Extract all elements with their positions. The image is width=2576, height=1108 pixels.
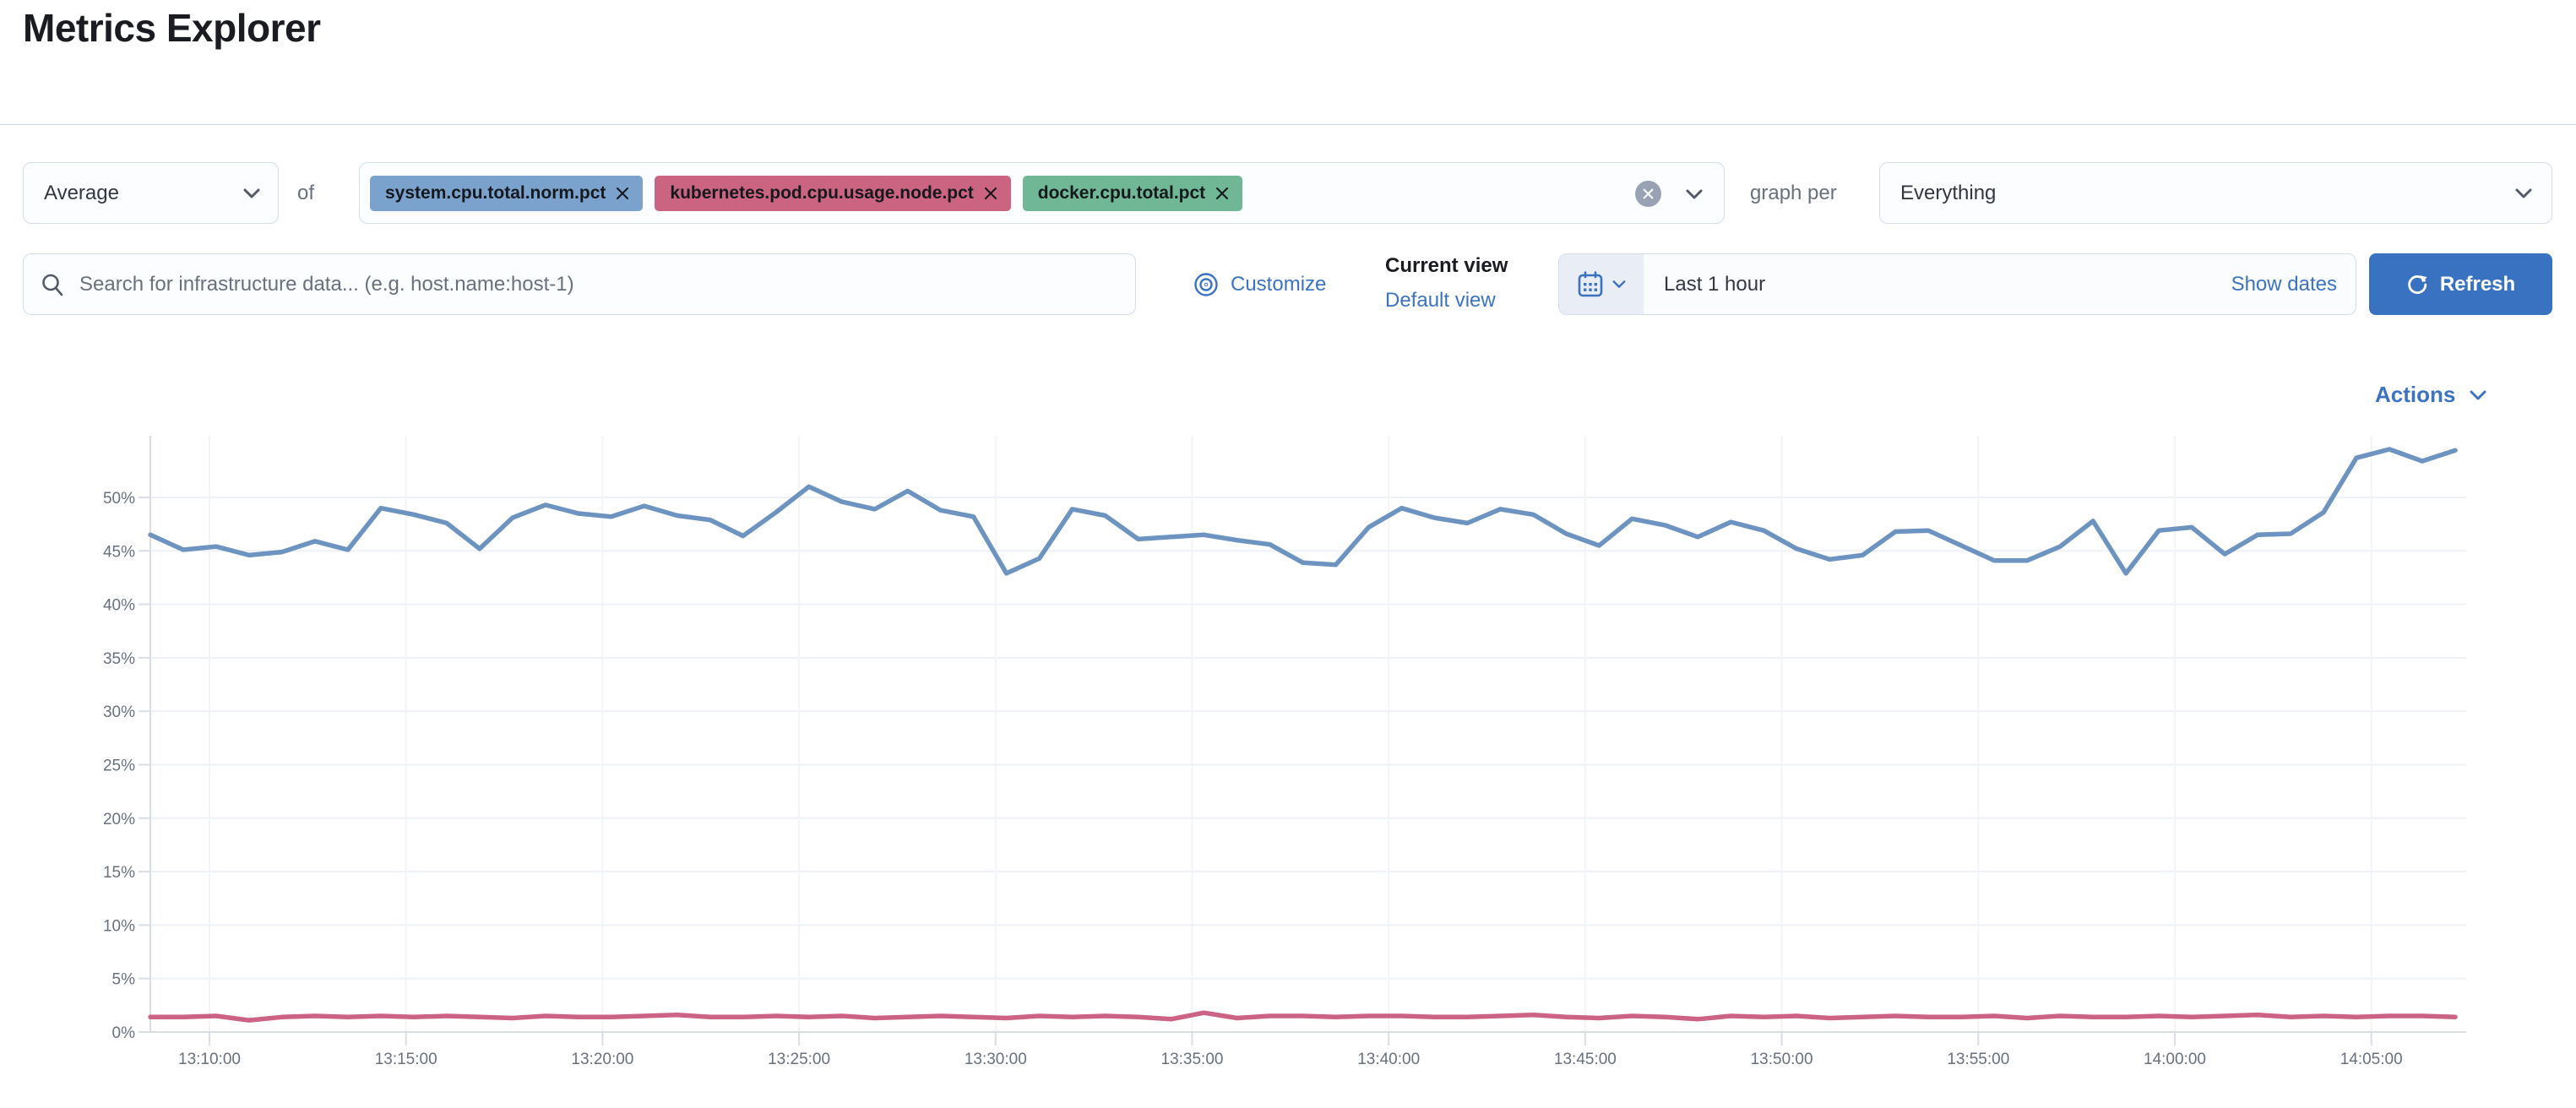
y-axis-tick-label: 5% [112, 971, 136, 989]
metric-pill-docker-cpu[interactable]: docker.cpu.total.pct [1022, 175, 1243, 211]
metric-pill-label: docker.cpu.total.pct [1037, 182, 1206, 203]
metric-pill-kubernetes-pod-cpu[interactable]: kubernetes.pod.cpu.usage.node.pct [655, 175, 1011, 211]
chevron-down-icon [1612, 280, 1626, 288]
search-input[interactable] [79, 272, 1118, 296]
date-picker[interactable]: Last 1 hour Show dates [1558, 253, 2356, 315]
actions-label: Actions [2375, 382, 2456, 407]
default-view-link[interactable]: Default view [1385, 289, 1496, 312]
remove-icon[interactable] [616, 187, 629, 200]
refresh-label: Refresh [2439, 272, 2516, 296]
x-axis-tick-label: 13:35:00 [1161, 1051, 1224, 1068]
group-by-value: Everything [1900, 181, 1997, 204]
group-by-select[interactable]: Everything [1879, 162, 2552, 224]
y-axis-tick-label: 0% [112, 1024, 136, 1042]
x-axis-tick-label: 13:15:00 [375, 1051, 437, 1068]
y-axis-tick-label: 10% [103, 917, 135, 935]
x-axis-tick-label: 13:10:00 [178, 1051, 241, 1068]
chevron-down-icon [243, 188, 260, 198]
search-box[interactable] [23, 253, 1136, 315]
chevron-down-icon[interactable] [1685, 188, 1704, 200]
x-axis-tick-label: 13:30:00 [965, 1051, 1027, 1068]
series-line-system.cpu.total.norm.pct [148, 447, 2458, 576]
metric-pill-label: kubernetes.pod.cpu.usage.node.pct [670, 182, 974, 203]
customize-button[interactable]: Customize [1193, 253, 1326, 315]
customize-label: Customize [1231, 272, 1327, 296]
search-icon [42, 274, 63, 296]
eye-icon [1194, 272, 1218, 296]
metric-pill-label: system.cpu.total.norm.pct [385, 182, 606, 203]
chevron-down-icon [2470, 390, 2486, 399]
page-title: Metrics Explorer [23, 6, 321, 50]
clear-all-icon[interactable] [1635, 181, 1661, 207]
remove-icon[interactable] [984, 187, 997, 200]
x-axis-tick-label: 13:55:00 [1947, 1051, 2009, 1068]
y-axis-tick-label: 35% [103, 650, 135, 668]
aggregation-select[interactable]: Average [23, 162, 279, 224]
y-axis-tick-label: 30% [103, 703, 135, 721]
remove-icon[interactable] [1215, 187, 1229, 200]
x-axis-tick-label: 13:40:00 [1357, 1051, 1420, 1068]
x-axis-tick-label: 13:20:00 [571, 1051, 633, 1068]
current-view-label: Current view [1385, 254, 1508, 277]
refresh-button[interactable]: Refresh [2369, 253, 2552, 315]
chevron-down-icon [2515, 188, 2532, 198]
metrics-line-chart[interactable]: 0% 5% 10% 15% 20% 25% 30% 35% 40% 45% 50% 13:10:00 1… [0, 405, 2576, 1098]
actions-menu-button[interactable]: Actions [2375, 382, 2487, 408]
x-axis-tick-label: 13:50:00 [1751, 1051, 1813, 1068]
x-axis-tick-label: 13:25:00 [768, 1051, 830, 1068]
y-axis-tick-label: 25% [103, 758, 135, 775]
x-axis-tick-label: 14:00:00 [2144, 1051, 2206, 1068]
view-selector: Current view Default view [1385, 254, 1541, 312]
x-axis-tick-label: 14:05:00 [2340, 1051, 2403, 1068]
y-axis-tick-label: 40% [103, 597, 135, 615]
y-axis-tick-label: 20% [103, 811, 135, 828]
of-label: of [297, 181, 315, 204]
refresh-icon [2408, 274, 2427, 294]
aggregation-value: Average [44, 181, 119, 204]
header-divider [0, 124, 2576, 125]
calendar-icon [1578, 270, 1603, 296]
date-range-value[interactable]: Last 1 hour [1664, 272, 1766, 296]
y-axis-tick-label: 50% [103, 490, 135, 508]
metric-pill-system-cpu[interactable]: system.cpu.total.norm.pct [370, 175, 644, 211]
x-axis-tick-label: 13:45:00 [1554, 1051, 1617, 1068]
show-dates-button[interactable]: Show dates [2231, 272, 2337, 296]
y-axis-tick-label: 45% [103, 543, 135, 561]
series-line-kubernetes.pod.cpu.usage.node.pct [148, 1010, 2458, 1023]
quick-select-button[interactable] [1559, 254, 1644, 314]
y-axis-tick-label: 15% [103, 864, 135, 882]
graph-per-label: graph per [1750, 181, 1837, 204]
metrics-combobox[interactable]: system.cpu.total.norm.pct kubernetes.pod… [359, 162, 1725, 224]
